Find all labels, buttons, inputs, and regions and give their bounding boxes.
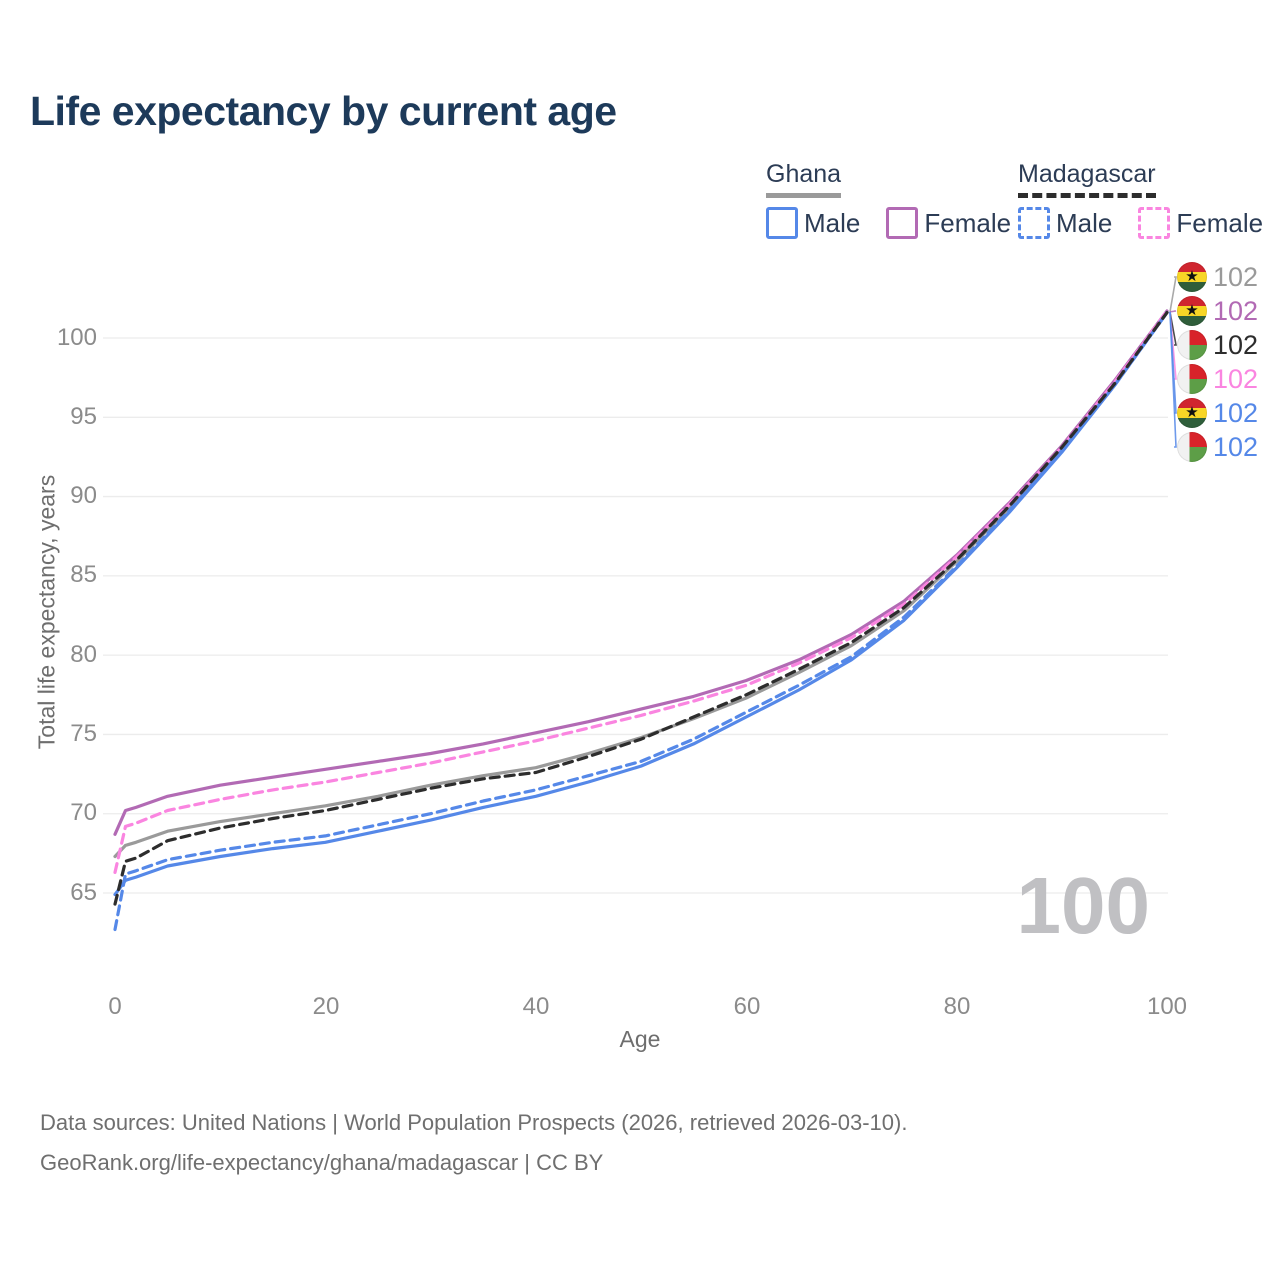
leader-line-1	[1169, 310, 1177, 313]
madagascar-flag-icon	[1177, 432, 1207, 462]
y-tick-100: 100	[56, 324, 97, 351]
ghana-flag-icon	[1177, 296, 1207, 326]
end-value: 102	[1213, 363, 1259, 394]
madagascar-male-swatch-icon	[1018, 207, 1050, 239]
y-tick-85: 85	[70, 561, 97, 588]
legend-item-ghana-male[interactable]: Male	[766, 207, 860, 239]
y-tick-70: 70	[70, 799, 97, 826]
legend-madagascar-items: Male Female	[1018, 207, 1263, 239]
y-tick-80: 80	[70, 641, 97, 668]
age-counter-watermark: 100	[1016, 861, 1150, 950]
madagascar-flag-icon	[1177, 364, 1207, 394]
legend-item-ghana-female[interactable]: Female	[886, 207, 1011, 239]
leader-line-5	[1169, 311, 1177, 448]
legend-ghana-items: Male Female	[766, 207, 1037, 239]
x-tick-80: 80	[943, 993, 971, 1020]
x-tick-40: 40	[522, 993, 550, 1020]
end-label-madagascar-total: 102	[1177, 330, 1258, 360]
y-tick-95: 95	[70, 403, 97, 430]
end-value: 102	[1213, 261, 1259, 292]
x-tick-0: 0	[108, 993, 122, 1020]
page-title: Life expectancy by current age	[30, 88, 617, 134]
data-sources-text: Data sources: United Nations | World Pop…	[40, 1110, 908, 1135]
series-line-ghana-both	[113, 311, 1169, 859]
legend-item-label: Male	[1056, 207, 1113, 238]
y-axis-title: Total life expectancy, years	[33, 474, 60, 750]
ghana-female-swatch-icon	[886, 207, 919, 239]
legend-group-ghana: Ghana Male Female	[766, 160, 1037, 239]
end-label-ghana-total: 102	[1177, 262, 1258, 292]
attribution-link-text[interactable]: GeoRank.org/life-expectancy/ghana/madaga…	[40, 1150, 604, 1175]
legend-group-madagascar: Madagascar Male Female	[1018, 160, 1263, 239]
end-label-ghana-male: 102	[1177, 398, 1258, 428]
legend-item-label: Female	[1176, 207, 1264, 238]
madagascar-female-swatch-icon	[1138, 207, 1171, 239]
leader-line-4	[1169, 311, 1177, 414]
x-tick-60: 60	[733, 993, 761, 1020]
end-value: 102	[1213, 329, 1259, 360]
legend-ghana-title[interactable]: Ghana	[766, 160, 842, 198]
leader-line-0	[1169, 276, 1177, 312]
x-axis-title: Age	[619, 1026, 661, 1052]
end-label-ghana-female: 102	[1177, 296, 1258, 326]
y-tick-65: 65	[70, 879, 97, 906]
legend-item-label: Female	[924, 207, 1012, 238]
ghana-flag-icon	[1177, 398, 1207, 428]
legend-item-madagascar-female[interactable]: Female	[1138, 207, 1263, 239]
series-line-ghana-male	[113, 311, 1169, 897]
series-line-madagascar-both	[113, 311, 1169, 906]
leader-line-2	[1169, 311, 1177, 346]
madagascar-flag-icon	[1177, 330, 1207, 360]
end-value: 102	[1213, 295, 1259, 326]
legend-item-madagascar-male[interactable]: Male	[1018, 207, 1112, 239]
ghana-male-swatch-icon	[766, 207, 798, 239]
ghana-flag-icon	[1177, 262, 1207, 292]
series-line-ghana-female	[113, 309, 1169, 836]
end-label-madagascar-male: 102	[1177, 432, 1258, 462]
x-tick-100: 100	[1146, 993, 1188, 1020]
x-tick-20: 20	[312, 993, 340, 1020]
end-value: 102	[1213, 397, 1259, 428]
y-tick-75: 75	[70, 720, 97, 747]
series-line-madagascar-male	[113, 311, 1169, 932]
series-line-madagascar-female	[113, 309, 1169, 874]
end-label-madagascar-female: 102	[1177, 364, 1258, 394]
legend-madagascar-title[interactable]: Madagascar	[1018, 160, 1156, 198]
legend-item-label: Male	[804, 207, 861, 238]
end-value: 102	[1213, 431, 1259, 462]
leader-line-3	[1169, 311, 1177, 380]
y-tick-90: 90	[70, 482, 97, 509]
